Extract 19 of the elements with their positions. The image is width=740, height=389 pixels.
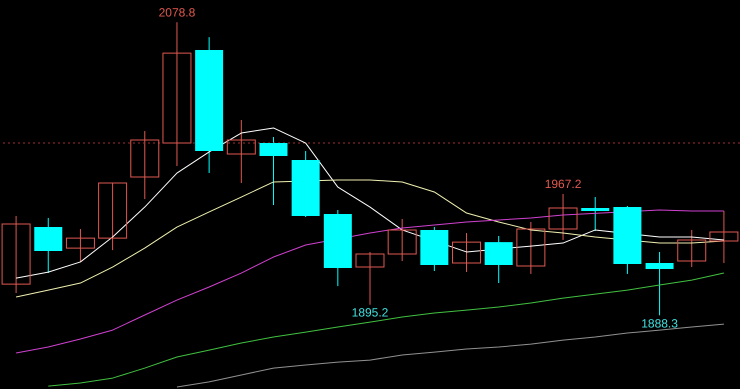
candlestick bbox=[356, 251, 384, 306]
annotation: 2078.8 bbox=[158, 5, 196, 20]
candlestick bbox=[677, 229, 706, 268]
candlestick bbox=[226, 119, 256, 184]
candlestick bbox=[162, 22, 192, 166]
candlestick bbox=[646, 251, 674, 316]
annotation: 1967.2 bbox=[544, 176, 582, 191]
candlestick bbox=[130, 130, 160, 200]
candlestick bbox=[516, 221, 546, 274]
candlestick bbox=[66, 228, 95, 262]
candlestick bbox=[2, 215, 31, 294]
candlestick bbox=[98, 182, 128, 251]
annotation: 1895.2 bbox=[352, 306, 389, 320]
candlestick bbox=[709, 210, 738, 264]
candlestick bbox=[581, 196, 610, 232]
candlestick bbox=[548, 193, 578, 240]
candlestick bbox=[452, 232, 482, 272]
annotation: 1888.3 bbox=[641, 316, 678, 330]
candlestick bbox=[388, 218, 417, 262]
